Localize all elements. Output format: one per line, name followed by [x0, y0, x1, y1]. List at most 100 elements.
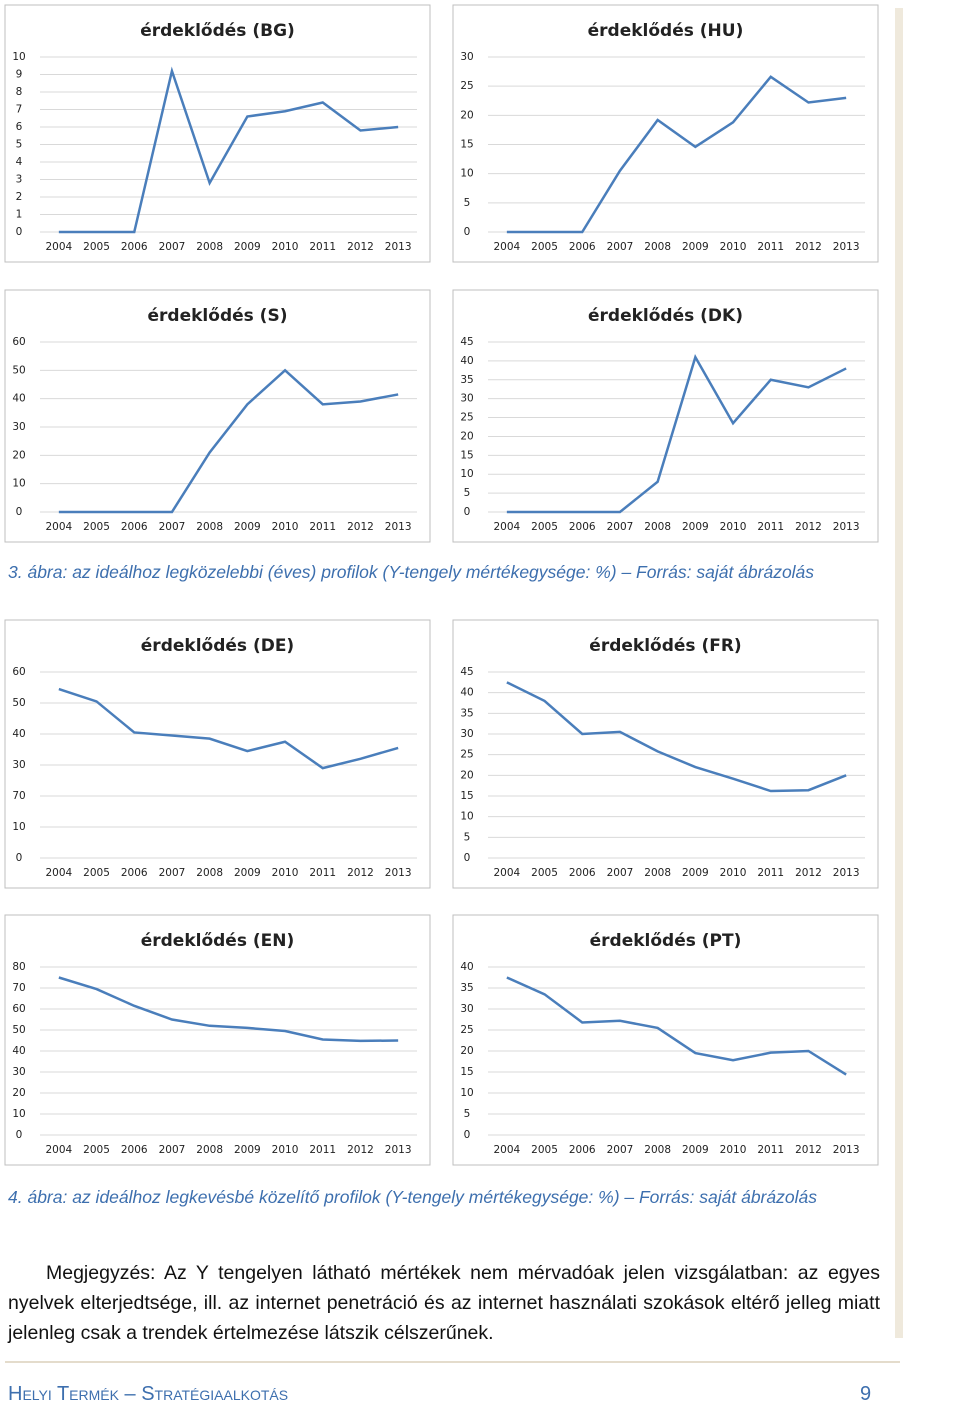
y-tick-label: 10	[460, 468, 473, 480]
chart-panel	[452, 4, 879, 263]
x-tick-label: 2012	[347, 1144, 374, 1156]
x-tick-label: 2004	[493, 1144, 520, 1156]
x-tick-label: 2012	[795, 1144, 822, 1156]
y-tick-label: 30	[12, 421, 25, 433]
y-tick-label: 40	[460, 687, 473, 699]
chart-panel	[4, 289, 431, 543]
y-tick-label: 20	[12, 1087, 25, 1099]
y-tick-label: 20	[460, 430, 473, 442]
y-tick-label: 20	[460, 769, 473, 781]
y-tick-label: 0	[16, 506, 23, 518]
y-tick-label: 30	[460, 51, 473, 63]
x-tick-label: 2004	[493, 241, 520, 253]
y-tick-label: 60	[12, 336, 25, 348]
x-tick-label: 2013	[385, 1144, 412, 1156]
y-tick-label: 0	[464, 506, 471, 518]
x-tick-label: 2010	[720, 1144, 747, 1156]
y-tick-label: 35	[460, 374, 473, 386]
y-tick-label: 30	[460, 728, 473, 740]
y-tick-label: 40	[460, 355, 473, 367]
y-tick-label: 40	[12, 393, 25, 405]
x-tick-label: 2004	[45, 1144, 72, 1156]
caption: 4. ábra: az ideálhoz legkevésbé közelítő…	[8, 1187, 817, 1207]
caption: 3. ábra: az ideálhoz legközelebbi (éves)…	[8, 562, 815, 582]
x-tick-label: 2005	[83, 521, 110, 533]
y-tick-label: 10	[12, 51, 25, 63]
y-tick-label: 20	[460, 1045, 473, 1057]
x-tick-label: 2006	[121, 241, 148, 253]
y-tick-label: 0	[464, 852, 471, 864]
x-tick-label: 2008	[644, 867, 671, 879]
y-tick-label: 5	[464, 831, 471, 843]
x-tick-label: 2011	[757, 867, 784, 879]
x-tick-label: 2006	[569, 867, 596, 879]
y-tick-label: 10	[460, 1087, 473, 1099]
y-tick-label: 50	[12, 697, 25, 709]
y-tick-label: 5	[464, 1108, 471, 1120]
y-tick-label: 0	[464, 1129, 471, 1141]
y-tick-label: 45	[460, 336, 473, 348]
x-tick-label: 2007	[159, 241, 186, 253]
y-tick-label: 35	[460, 982, 473, 994]
y-tick-label: 2	[16, 191, 23, 203]
x-tick-label: 2012	[347, 241, 374, 253]
y-tick-label: 50	[12, 1024, 25, 1036]
x-tick-label: 2007	[607, 241, 634, 253]
chart-panel	[4, 619, 431, 889]
x-tick-label: 2009	[234, 521, 261, 533]
chart-panel	[452, 289, 879, 543]
y-tick-label: 1	[16, 209, 23, 221]
chart-title: érdeklődés (HU)	[588, 21, 744, 41]
x-tick-label: 2012	[347, 521, 374, 533]
x-tick-label: 2005	[83, 867, 110, 879]
chart-panel	[452, 619, 879, 889]
y-tick-label: 70	[12, 790, 25, 802]
y-tick-label: 30	[460, 393, 473, 405]
chart-title: érdeklődés (EN)	[141, 931, 295, 951]
x-tick-label: 2010	[720, 867, 747, 879]
x-tick-label: 2006	[121, 1144, 148, 1156]
y-tick-label: 30	[460, 1003, 473, 1015]
y-tick-label: 0	[16, 852, 23, 864]
x-tick-label: 2005	[531, 521, 558, 533]
data-line	[58, 368, 399, 514]
x-tick-label: 2010	[720, 241, 747, 253]
y-tick-label: 10	[460, 168, 473, 180]
chart-panel	[4, 4, 431, 263]
y-tick-label: 5	[464, 197, 471, 209]
page-number: 9	[860, 1383, 872, 1405]
y-tick-label: 15	[460, 139, 473, 151]
x-tick-label: 2008	[644, 241, 671, 253]
x-tick-label: 2005	[531, 867, 558, 879]
data-line	[506, 681, 847, 793]
y-tick-label: 35	[460, 707, 473, 719]
y-tick-label: 60	[12, 1003, 25, 1015]
x-tick-label: 2011	[309, 521, 336, 533]
y-tick-label: 30	[12, 759, 25, 771]
chart-title: érdeklődés (S)	[148, 306, 288, 326]
y-tick-label: 20	[460, 109, 473, 121]
x-tick-label: 2005	[531, 1144, 558, 1156]
y-tick-label: 0	[16, 226, 23, 238]
x-tick-label: 2004	[45, 241, 72, 253]
x-tick-label: 2012	[795, 521, 822, 533]
x-tick-label: 2013	[833, 241, 860, 253]
x-tick-label: 2006	[121, 867, 148, 879]
x-tick-label: 2010	[272, 867, 299, 879]
x-tick-label: 2004	[493, 867, 520, 879]
x-tick-label: 2013	[385, 521, 412, 533]
x-tick-label: 2009	[682, 241, 709, 253]
x-tick-label: 2006	[569, 241, 596, 253]
x-tick-label: 2004	[45, 521, 72, 533]
x-tick-label: 2007	[159, 521, 186, 533]
chart-panel	[452, 914, 879, 1166]
x-tick-label: 2009	[682, 521, 709, 533]
x-tick-label: 2010	[272, 241, 299, 253]
x-tick-label: 2004	[493, 521, 520, 533]
y-tick-label: 20	[12, 449, 25, 461]
chart-title: érdeklődés (FR)	[589, 636, 741, 656]
x-tick-label: 2009	[682, 867, 709, 879]
x-tick-label: 2013	[833, 867, 860, 879]
